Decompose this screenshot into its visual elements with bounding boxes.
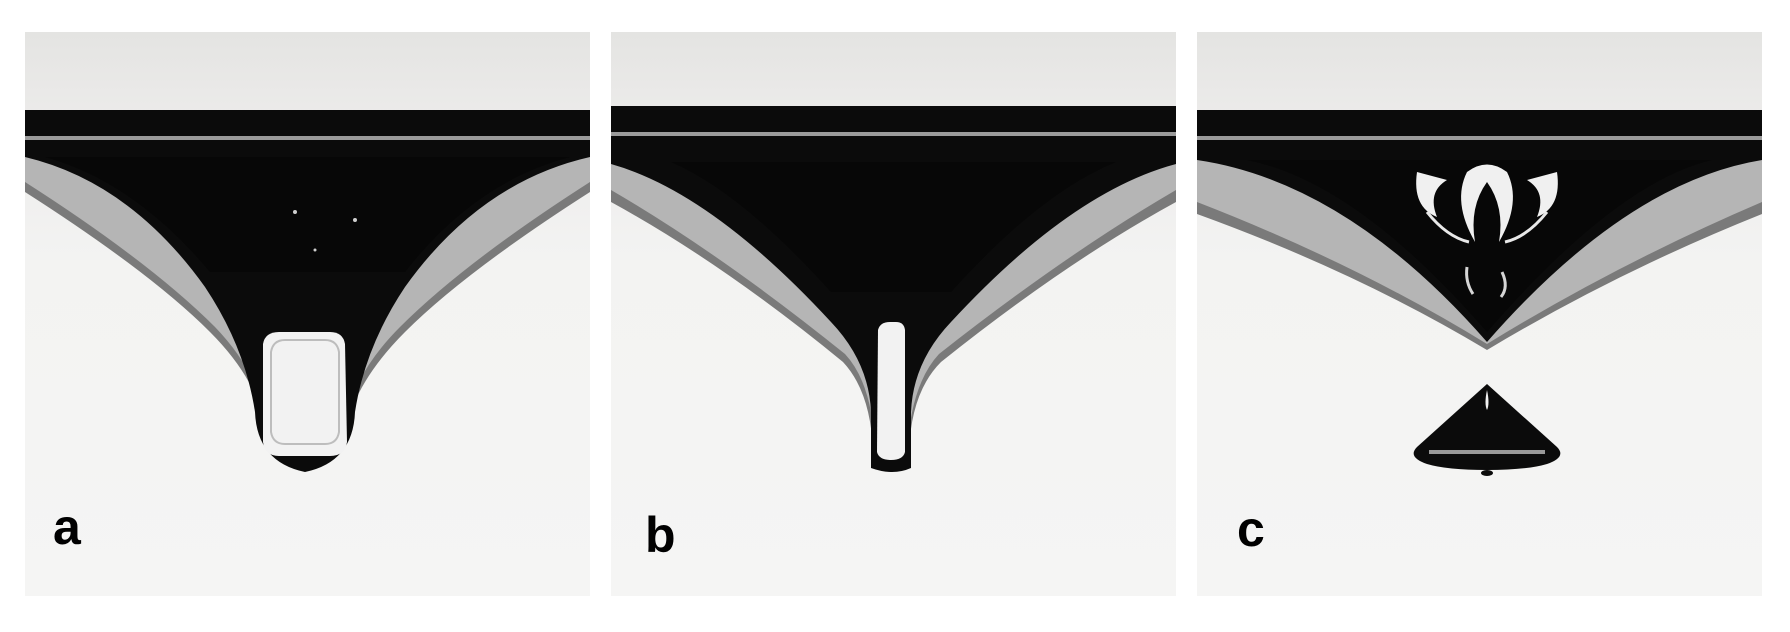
funnel-body [45, 157, 570, 272]
interface-reflection [1197, 136, 1762, 140]
swirl-right [1527, 172, 1558, 217]
interface-reflection [25, 136, 590, 140]
swirl-center [1461, 164, 1513, 242]
panel-c: c [1197, 32, 1762, 596]
panel-b: b [611, 32, 1176, 596]
funnel-body [1247, 160, 1712, 332]
swirl-left [1416, 172, 1447, 217]
panel-label-b: b [645, 507, 676, 563]
interface-band [1197, 110, 1762, 130]
panel-a-photo [25, 32, 590, 596]
bubble-interior [877, 322, 905, 460]
panel-a: a [25, 32, 590, 596]
interface-reflection [611, 132, 1176, 136]
panel-label-c: c [1237, 501, 1265, 557]
interface-band [611, 106, 1176, 126]
funnel-body [671, 162, 1116, 292]
bubble-interior [263, 332, 347, 456]
panel-label-a: a [53, 499, 81, 555]
panel-c-photo [1197, 32, 1762, 596]
detached-droplet [1413, 384, 1561, 470]
panel-b-photo [611, 32, 1176, 596]
interface-band [25, 110, 590, 130]
